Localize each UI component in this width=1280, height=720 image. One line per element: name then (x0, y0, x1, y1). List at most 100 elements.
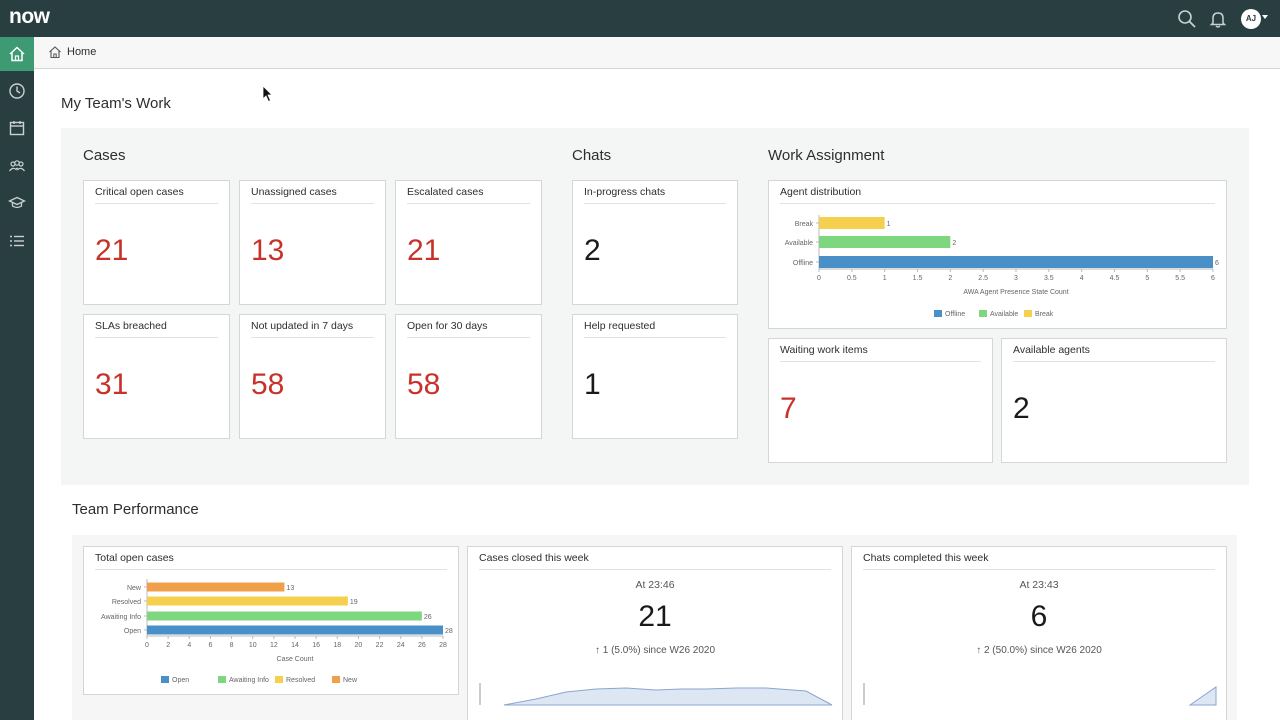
card-label: Cases closed this week (479, 552, 589, 564)
card-label: Available agents (1013, 344, 1090, 356)
card-in-progress-chats[interactable]: In-progress chats 2 (572, 180, 738, 305)
x-tick-label: 6 (1211, 275, 1215, 282)
x-tick-label: 0.5 (847, 275, 857, 282)
card-label: Not updated in 7 days (251, 320, 354, 332)
card-value: 58 (407, 368, 441, 401)
x-tick-label: 16 (312, 642, 320, 649)
x-tick-label: 14 (291, 642, 299, 649)
card-not-updated-7-days[interactable]: Not updated in 7 days 58 (239, 314, 386, 439)
card-chats-completed-week[interactable]: Chats completed this week At 23:43 6 ↑ 2… (851, 546, 1227, 720)
category-label: Open (124, 628, 141, 635)
card-help-requested[interactable]: Help requested 1 (572, 314, 738, 439)
graduation-cap-icon (8, 196, 26, 209)
category-label: New (127, 585, 142, 592)
stat-change: ↑ 2 (50.0%) since W26 2020 (976, 645, 1102, 656)
card-label: Critical open cases (95, 186, 184, 198)
card-agent-distribution[interactable]: Agent distribution Break 1 Available 2 Offli… (768, 180, 1227, 329)
x-tick-label: 5 (1145, 275, 1149, 282)
bar (147, 625, 443, 635)
breadcrumb: Home (34, 37, 1280, 69)
work-assignment-section-title: Work Assignment (768, 147, 885, 164)
card-divider (780, 203, 1215, 204)
category-label: Break (795, 221, 814, 228)
x-tick-label: 3.5 (1044, 275, 1054, 282)
bar (147, 611, 422, 621)
sidebar-item-calendar[interactable] (0, 111, 34, 145)
page-title: My Team's Work (61, 95, 171, 112)
x-tick-label: 22 (376, 642, 384, 649)
legend-label: New (343, 677, 358, 684)
x-tick-label: 2 (948, 275, 952, 282)
data-label: 1 (887, 221, 891, 228)
category-label: Offline (793, 260, 813, 267)
card-value: 58 (251, 368, 285, 401)
card-available-agents[interactable]: Available agents 2 (1001, 338, 1227, 463)
card-value: 7 (780, 392, 797, 425)
x-tick-label: 5.5 (1175, 275, 1185, 282)
card-divider (407, 203, 530, 204)
calendar-icon (9, 121, 25, 136)
card-cases-closed-week[interactable]: Cases closed this week At 23:46 21 ↑ 1 (… (467, 546, 843, 720)
home-icon (49, 46, 61, 59)
category-label: Available (785, 240, 813, 247)
sidebar-item-home[interactable] (0, 37, 34, 71)
breadcrumb-home[interactable]: Home (48, 45, 96, 59)
x-tick-label: 2 (166, 642, 170, 649)
bar (819, 217, 885, 229)
x-tick-label: 20 (355, 642, 363, 649)
stat-change: ↑ 1 (5.0%) since W26 2020 (594, 645, 716, 656)
legend-label: Available (990, 311, 1018, 318)
avatar-caret-icon[interactable] (1262, 15, 1268, 19)
card-unassigned-cases[interactable]: Unassigned cases 13 (239, 180, 386, 305)
card-label: Open for 30 days (407, 320, 488, 332)
sidebar-item-learning[interactable] (0, 186, 34, 220)
search-icon[interactable] (1176, 8, 1198, 30)
sidebar-item-history[interactable] (0, 74, 34, 108)
user-avatar[interactable]: AJ (1241, 9, 1261, 29)
scrollbar[interactable] (1262, 69, 1280, 720)
card-value: 21 (95, 234, 129, 267)
card-escalated-cases[interactable]: Escalated cases 21 (395, 180, 542, 305)
sparkline (863, 683, 1217, 706)
cases-section-title: Cases (83, 147, 126, 164)
chart-title: Agent distribution (780, 186, 862, 198)
card-divider (251, 203, 374, 204)
bell-icon[interactable] (1207, 8, 1229, 30)
sidebar-item-team[interactable] (0, 149, 34, 183)
sidebar-item-list[interactable] (0, 224, 34, 258)
card-divider (251, 337, 374, 338)
data-label: 6 (1215, 260, 1219, 267)
card-label: Waiting work items (780, 344, 868, 356)
x-tick-label: 26 (418, 642, 426, 649)
stat-timestamp: At 23:43 (1019, 579, 1059, 591)
team-icon (9, 160, 25, 172)
card-total-open-cases[interactable]: Total open cases New 13 Resolved 19 Awaiting… (83, 546, 459, 695)
legend-swatch (934, 310, 942, 317)
agent-distribution-chart: Break 1 Available 2 Offline 6 0 0.5 1 1.5 2 2.5 3 3.5… (785, 215, 1219, 318)
card-open-30-days[interactable]: Open for 30 days 58 (395, 314, 542, 439)
card-slas-breached[interactable]: SLAs breached 31 (83, 314, 230, 439)
card-divider (780, 361, 981, 362)
x-tick-label: 28 (439, 642, 447, 649)
card-divider (95, 203, 218, 204)
card-label: In-progress chats (584, 186, 666, 198)
x-axis-label: Case Count (277, 656, 314, 663)
bar (147, 582, 285, 592)
card-value: 1 (584, 368, 601, 401)
x-tick-label: 12 (270, 642, 278, 649)
x-tick-label: 1.5 (913, 275, 923, 282)
x-tick-label: 0 (145, 642, 149, 649)
servicenow-logo[interactable]: now (9, 5, 50, 28)
card-waiting-work-items[interactable]: Waiting work items 7 (768, 338, 993, 463)
card-critical-open-cases[interactable]: Critical open cases 21 (83, 180, 230, 305)
card-value: 13 (251, 234, 285, 267)
sidebar (0, 37, 34, 720)
legend-swatch (332, 676, 340, 683)
card-label: Escalated cases (407, 186, 484, 198)
x-tick-label: 0 (817, 275, 821, 282)
card-divider (407, 337, 530, 338)
stat-value: 6 (1030, 600, 1048, 633)
card-label: SLAs breached (95, 320, 167, 332)
card-divider (95, 569, 447, 570)
